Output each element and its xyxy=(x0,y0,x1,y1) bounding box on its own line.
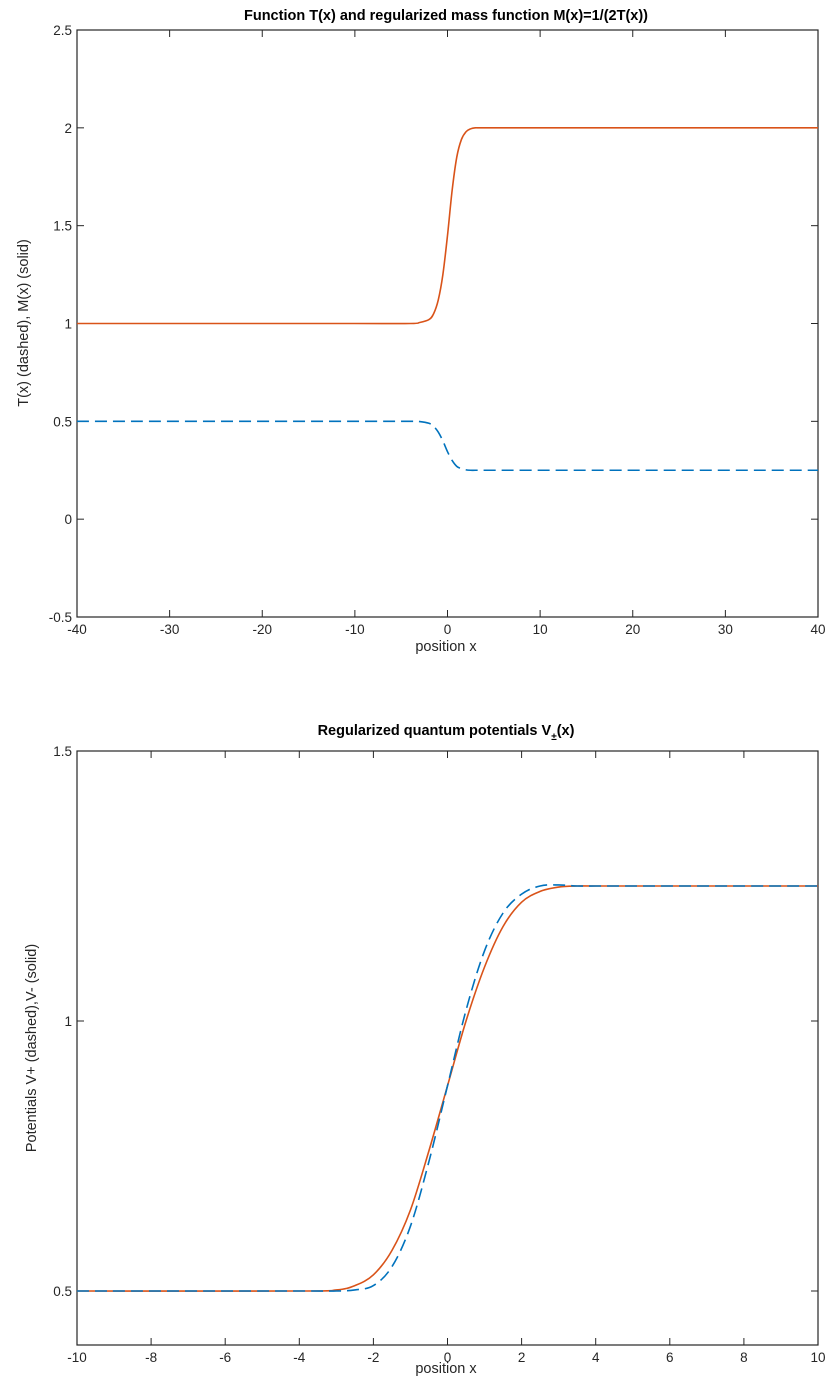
chart-bottom-frame xyxy=(76,750,819,1346)
chart-top-ytick-label: -0.5 xyxy=(49,610,72,625)
chart-top-title: Function T(x) and regularized mass funct… xyxy=(244,8,648,24)
chart-bottom-xtick-label: 2 xyxy=(518,1350,526,1365)
chart-bottom-title-main: Regularized quantum potentials V xyxy=(318,723,552,739)
chart-top-ytick-label: 1.5 xyxy=(53,219,72,234)
chart-top-xlabel: position x xyxy=(415,639,477,655)
chart-bottom-ticks: -10 -8 -6 -4 -2 0 2 4 6 8 10 0.5 1 1.5 xyxy=(53,744,825,1365)
chart-bottom-xlabel: position x xyxy=(415,1361,477,1377)
chart-top-xtick-label: -40 xyxy=(67,622,87,637)
chart-bottom-xtick-label: 8 xyxy=(740,1350,748,1365)
chart-bottom-xtick-label: -8 xyxy=(145,1350,157,1365)
chart-bottom-ytick-label: 0.5 xyxy=(53,1284,72,1299)
chart-bottom-series-dashed xyxy=(77,884,818,1292)
chart-bottom-xtick-label: 4 xyxy=(592,1350,600,1365)
chart-top-ytick-label: 2 xyxy=(64,121,72,136)
chart-top-xtick-label: 20 xyxy=(625,622,640,637)
chart-top: Function T(x) and regularized mass funct… xyxy=(16,8,826,655)
chart-bottom: Regularized quantum potentials V±(x) -10… xyxy=(24,723,826,1377)
chart-bottom-xtick-label: 10 xyxy=(810,1350,825,1365)
chart-bottom-xtick-label: -6 xyxy=(219,1350,231,1365)
chart-top-xtick-label: 0 xyxy=(444,622,452,637)
chart-bottom-xtick-label: -10 xyxy=(67,1350,87,1365)
chart-top-ytick-label: 0 xyxy=(64,512,72,527)
chart-top-xtick-label: -20 xyxy=(252,622,272,637)
chart-top-ytick-label: 1 xyxy=(64,317,72,332)
chart-top-series xyxy=(77,126,818,472)
chart-top-xtick-label: 10 xyxy=(533,622,548,637)
chart-top-ytick-label: 2.5 xyxy=(53,23,72,38)
chart-top-ytick-label: 0.5 xyxy=(53,414,72,429)
chart-bottom-title-end: (x) xyxy=(557,723,575,739)
chart-top-series-dashed xyxy=(77,420,818,472)
chart-top-xtick-label: -10 xyxy=(345,622,365,637)
chart-bottom-xtick-label: 6 xyxy=(666,1350,674,1365)
chart-top-ylabel: T(x) (dashed), M(x) (solid) xyxy=(16,239,32,407)
chart-bottom-ytick-label: 1 xyxy=(64,1014,72,1029)
chart-top-xtick-label: 40 xyxy=(810,622,825,637)
chart-bottom-ytick-label: 1.5 xyxy=(53,744,72,759)
chart-bottom-title: Regularized quantum potentials V±(x) xyxy=(318,723,575,743)
chart-bottom-series xyxy=(76,884,818,1292)
chart-top-xtick-label: -30 xyxy=(160,622,180,637)
chart-bottom-xtick-label: 0 xyxy=(444,1350,452,1365)
chart-top-series-solid xyxy=(77,126,818,325)
chart-top-xtick-label: 30 xyxy=(718,622,733,637)
chart-bottom-xtick-label: -4 xyxy=(293,1350,305,1365)
chart-bottom-title-subscript: ± xyxy=(551,732,557,743)
chart-bottom-ylabel: Potentials V+ (dashed),V- (solid) xyxy=(24,944,40,1152)
chart-top-ticks: -40 -30 -20 -10 0 10 20 30 40 -0.5 0 0.5 1 1.5 2 2.5 xyxy=(49,23,826,637)
chart-bottom-xtick-label: -2 xyxy=(367,1350,379,1365)
